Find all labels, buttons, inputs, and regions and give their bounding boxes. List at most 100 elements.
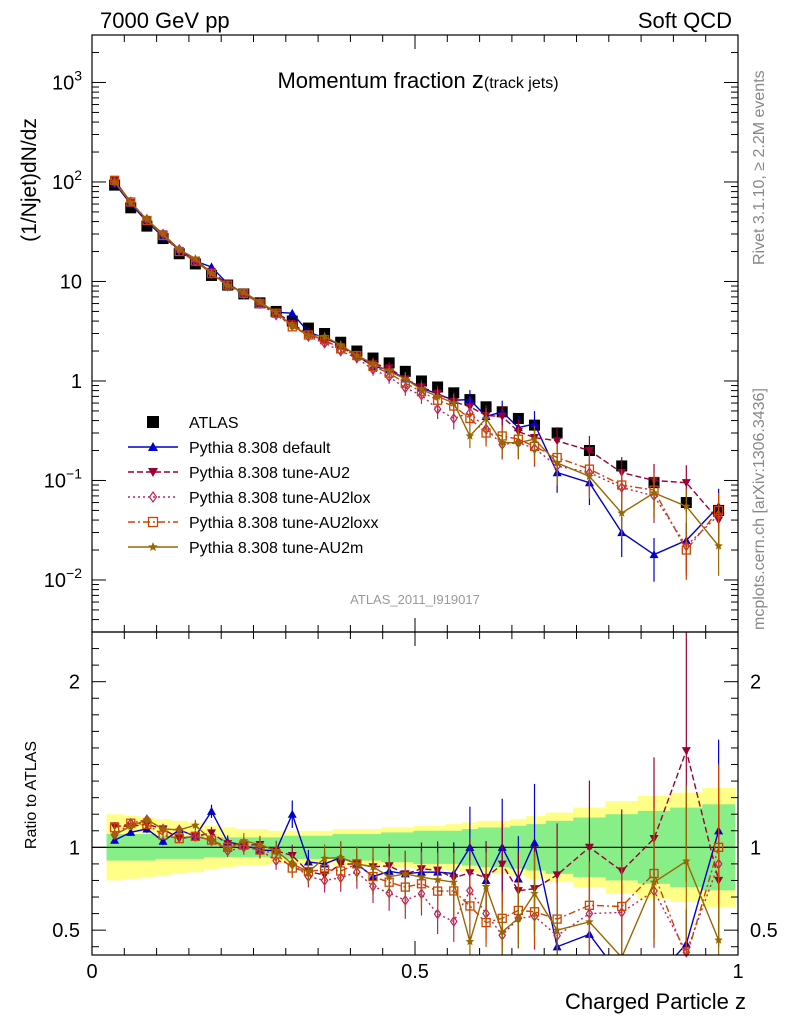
point-main-3-17	[385, 371, 394, 383]
point-main-5-17	[384, 366, 394, 375]
point-main-5-29	[617, 508, 626, 517]
point-main-4-29	[617, 480, 627, 490]
y-tick-label-ratio-right-0: 0.5	[750, 920, 778, 942]
point-main-2-28	[584, 446, 594, 456]
point-main-1-11	[287, 308, 297, 317]
header-right: Soft QCD	[638, 8, 732, 33]
point-main-5-6	[207, 269, 216, 278]
point-main-3-20	[433, 403, 442, 415]
point-ratio-5-9	[255, 840, 265, 849]
point-ratio-4-4	[174, 833, 184, 844]
point-ratio-5-18	[401, 869, 410, 878]
legend-label-4: Pythia 8.308 tune-AU2loxx	[189, 515, 378, 532]
point-ratio-5-20	[433, 875, 442, 884]
point-ratio-5-28	[585, 917, 594, 926]
point-main-2-31	[681, 479, 691, 488]
legend-marker-2	[148, 468, 158, 477]
point-main-4-31	[681, 545, 691, 555]
point-main-5-13	[320, 332, 329, 341]
point-main-5-20	[433, 391, 442, 400]
point-main-5-15	[352, 351, 362, 360]
legend-label-0: ATLAS	[189, 415, 239, 432]
point-ratio-2-31	[681, 747, 691, 756]
y-tick-label-main-2: 1	[71, 371, 82, 393]
legend-marker-3	[148, 490, 158, 504]
point-ratio-5-19	[417, 872, 426, 881]
point-main-5-4	[174, 244, 184, 254]
point-ratio-1-6	[207, 806, 217, 815]
point-ratio-5-5	[191, 820, 200, 829]
y-tick-label-ratio-left-0: 0.5	[52, 920, 80, 942]
y-tick-label-ratio-left-2: 2	[69, 672, 80, 694]
point-ratio-5-10	[271, 846, 281, 855]
point-ratio-2-27	[552, 871, 562, 880]
point-ratio-5-16	[368, 862, 378, 871]
point-ratio-2-6	[207, 829, 217, 838]
y-axis-label-ratio: Ratio to ATLAS	[23, 741, 40, 849]
point-ratio-5-4	[174, 825, 184, 834]
point-main-5-0	[110, 177, 119, 186]
point-ratio-4-22	[465, 901, 475, 911]
point-ratio-5-2	[142, 815, 152, 824]
point-ratio-5-1	[126, 821, 135, 830]
legend-entry-2: Pythia 8.308 tune-AU2	[128, 465, 350, 482]
point-main-5-22	[465, 431, 475, 440]
legend-entry-4: Pythia 8.308 tune-AU2loxx	[128, 515, 378, 532]
point-main-3-18	[401, 382, 410, 394]
point-ratio-5-13	[320, 853, 329, 862]
y-tick-label-ratio-left-1: 1	[69, 837, 80, 859]
point-ratio-5-6	[207, 835, 216, 844]
point-ratio-5-3	[158, 824, 168, 833]
point-ratio-5-21	[449, 877, 458, 886]
point-ratio-2-28	[584, 843, 594, 852]
x-tick-label-1: 0.5	[401, 961, 429, 983]
point-ratio-5-17	[384, 872, 394, 881]
point-ratio-5-0	[110, 830, 119, 839]
point-main-4-32	[713, 505, 724, 516]
point-main-0-18	[399, 365, 411, 377]
x-tick-label-0: 0	[86, 961, 97, 983]
legend-marker-0	[147, 416, 159, 428]
y-tick-label-main-0: 10−2	[44, 565, 82, 592]
series-5	[110, 177, 723, 955]
point-main-5-30	[649, 488, 659, 497]
legend-label-3: Pythia 8.308 tune-AU2lox	[189, 490, 370, 507]
series-line-ratio-4	[114, 822, 720, 955]
point-main-3-16	[369, 364, 377, 376]
point-ratio-5-31	[682, 856, 691, 865]
legend-marker-4	[147, 516, 159, 528]
point-main-5-21	[449, 398, 458, 407]
point-ratio-1-1	[126, 827, 136, 836]
plot-title-var: z	[472, 67, 484, 94]
y-tick-label-main-3: 10	[60, 271, 82, 293]
side-mcplots: mcplots.cern.ch [arXiv:1306.3436]	[751, 388, 768, 630]
series-layer	[109, 175, 725, 958]
point-ratio-4-29	[617, 901, 627, 912]
point-main-5-2	[142, 215, 152, 224]
point-ratio-5-22	[465, 937, 475, 946]
legend-entry-5: Pythia 8.308 tune-AU2m	[128, 540, 363, 557]
point-main-5-9	[255, 297, 265, 306]
point-main-1-30	[649, 550, 659, 559]
point-main-5-14	[336, 340, 345, 349]
point-main-5-32	[714, 541, 723, 550]
point-main-5-8	[239, 287, 249, 296]
y-tick-label-main-1: 10−1	[44, 465, 82, 492]
point-ratio-5-11	[288, 859, 297, 868]
point-main-3-21	[449, 412, 458, 425]
y-tick-label-main-5: 103	[52, 67, 82, 94]
point-main-5-5	[191, 254, 200, 263]
point-ratio-4-32	[713, 842, 724, 852]
legend: ATLAS Pythia 8.308 default Pythia 8.308 tu…	[128, 415, 378, 557]
legend-label-1: Pythia 8.308 default	[189, 440, 331, 457]
point-main-0-1	[125, 202, 137, 214]
analysis-id: ATLAS_2011_I919017	[350, 592, 480, 607]
point-main-5-25	[514, 438, 523, 447]
point-main-5-10	[271, 307, 281, 316]
point-ratio-5-23	[481, 882, 491, 891]
point-ratio-5-32	[714, 935, 723, 944]
point-main-2-24	[497, 412, 507, 421]
legend-marker-1	[148, 442, 158, 451]
point-main-4-0	[109, 175, 120, 185]
